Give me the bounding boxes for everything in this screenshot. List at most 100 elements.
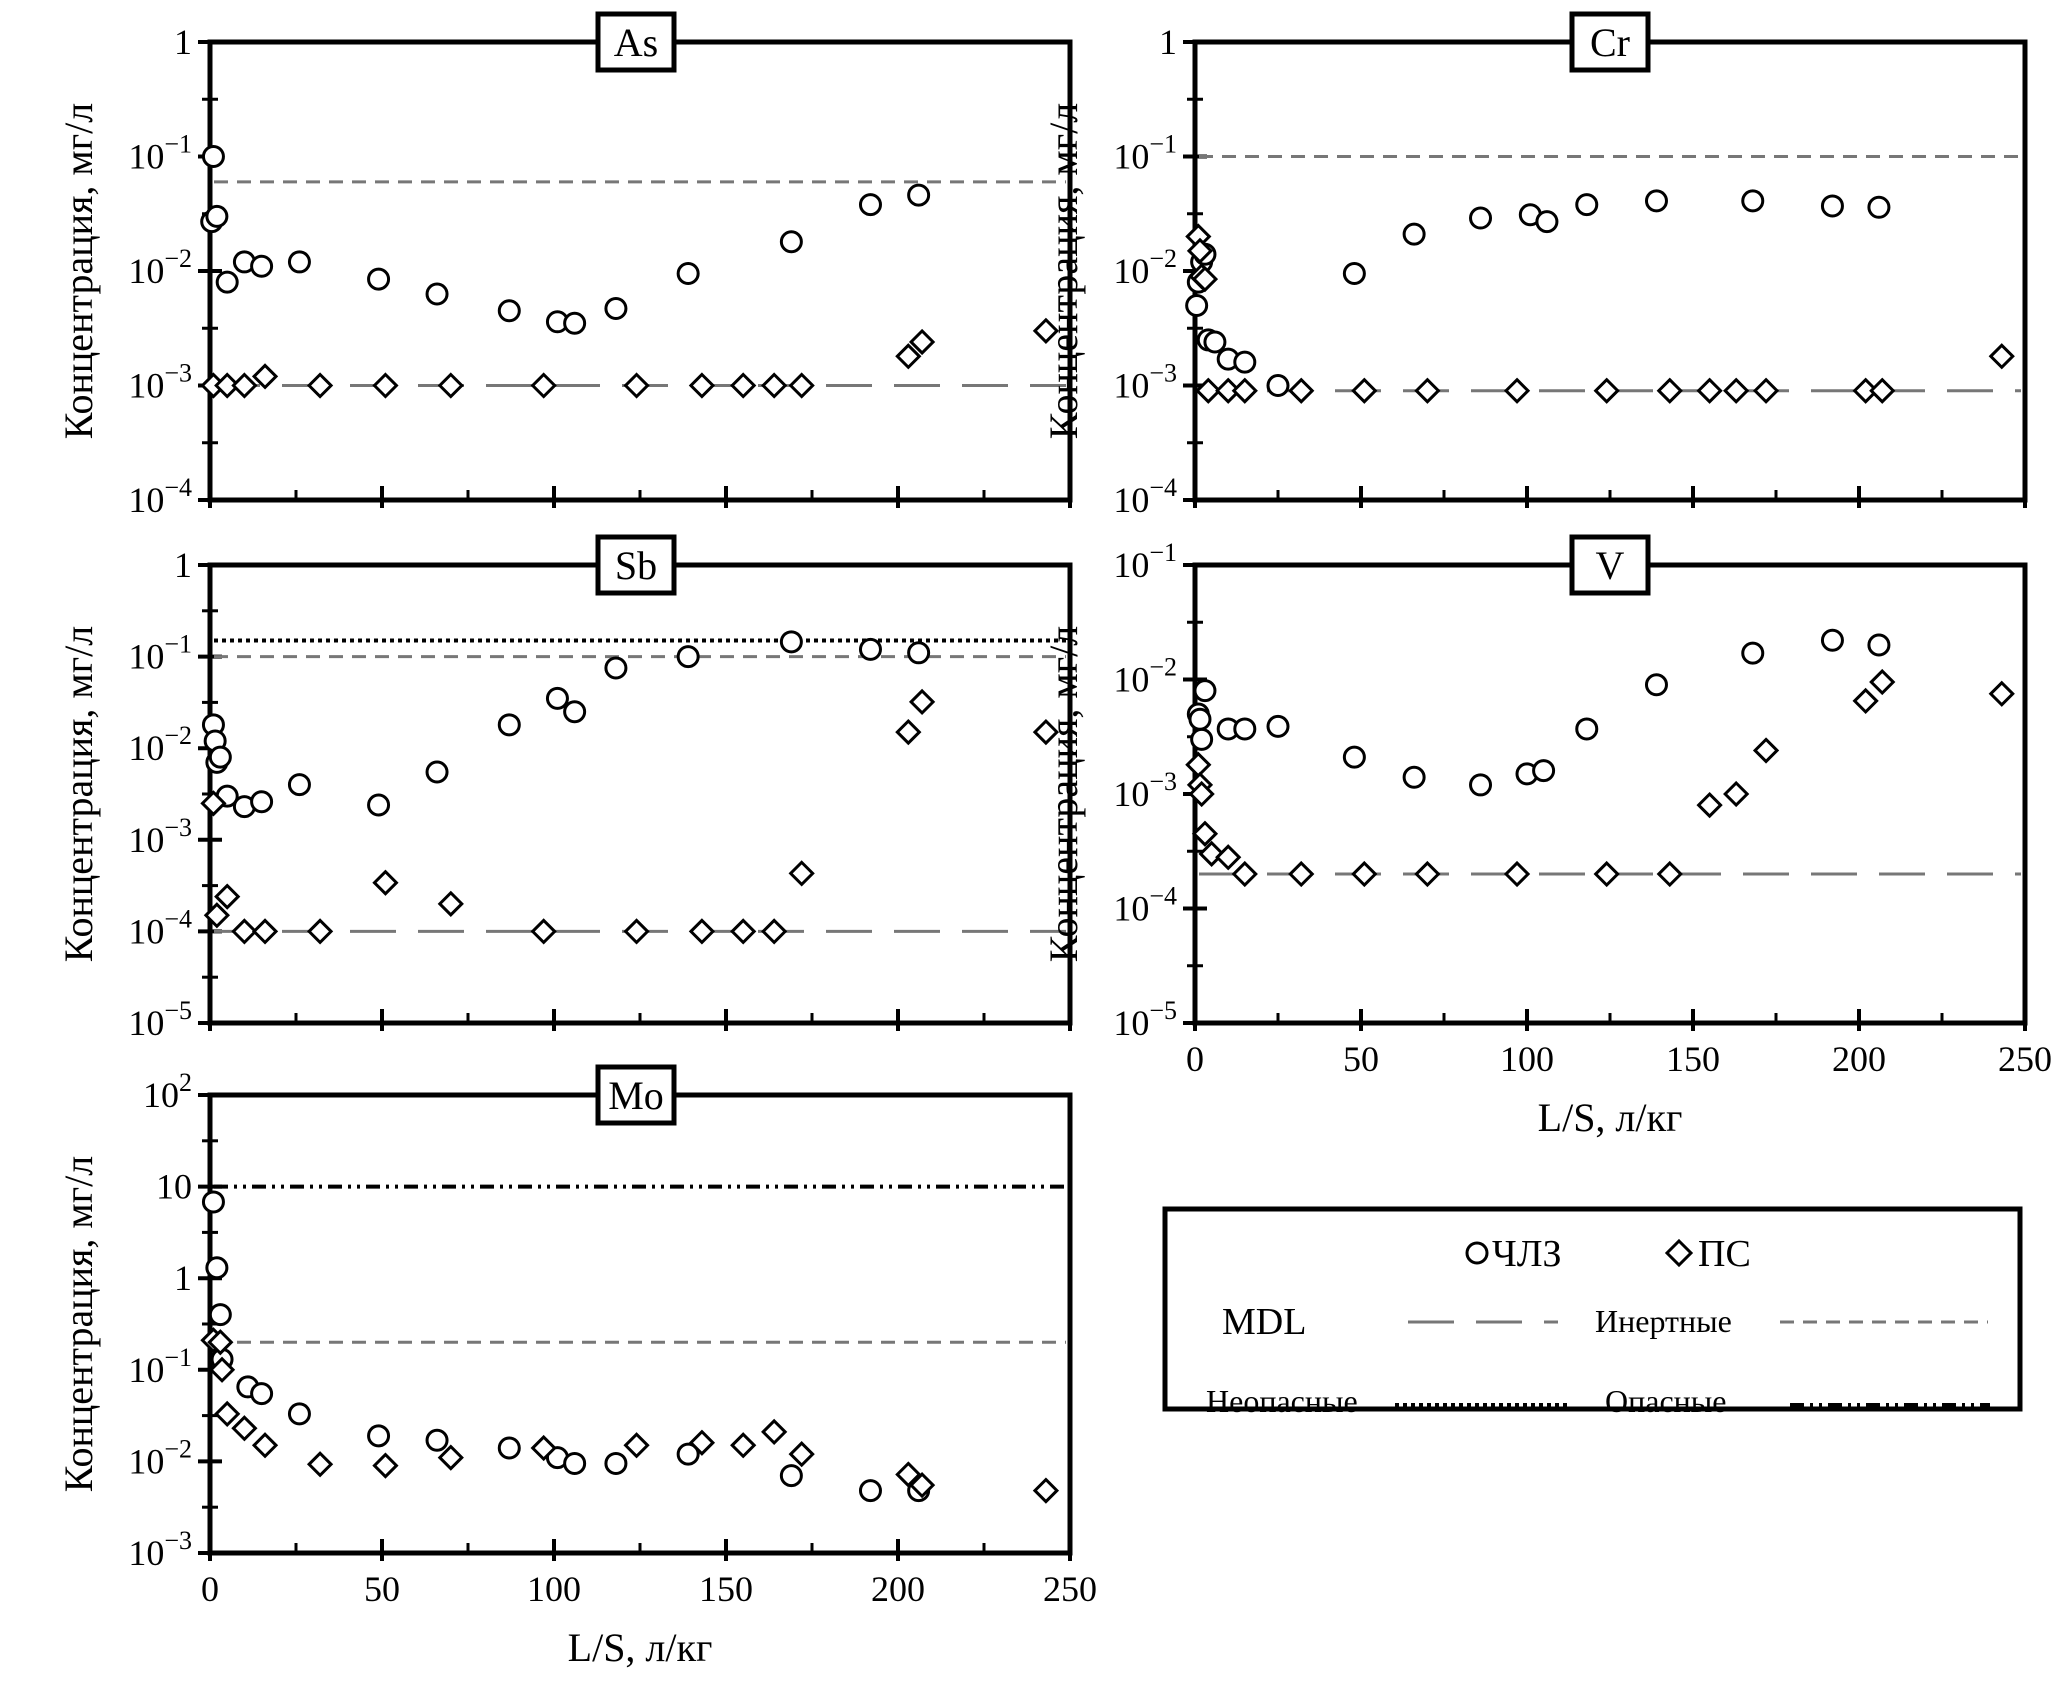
- x-axis-title: L/S, л/кг: [568, 1625, 713, 1670]
- series-diamond: [200, 688, 1060, 945]
- data-point-circle: [215, 270, 239, 294]
- data-point-circle: [208, 745, 232, 769]
- y-tick-label: 10−5: [128, 996, 192, 1043]
- data-point-circle: [563, 311, 587, 335]
- data-point-circle: [676, 262, 700, 286]
- panel-title-box: [595, 11, 677, 73]
- y-tick-label: 10−1: [1113, 130, 1177, 177]
- data-point-diamond: [788, 1441, 815, 1468]
- legend-hazard-label: Опасные: [1605, 1383, 1726, 1419]
- data-point-circle: [1402, 222, 1426, 246]
- legend: ЧЛЗ ПС MDL Инертные Неопасные Опасные: [1162, 1206, 2023, 1419]
- data-point-circle: [250, 254, 274, 278]
- data-point-circle: [1233, 350, 1257, 374]
- data-point-circle: [1469, 773, 1493, 797]
- data-point-diamond: [1852, 687, 1879, 715]
- data-point-diamond: [788, 372, 815, 399]
- data-point-circle: [425, 282, 449, 306]
- data-point-circle: [1575, 717, 1599, 741]
- data-point-diamond: [372, 869, 399, 896]
- data-point-diamond: [1988, 680, 2015, 707]
- data-point-diamond: [1593, 377, 1620, 404]
- data-point-diamond: [1988, 343, 2015, 370]
- x-tick-label: 200: [871, 1569, 925, 1609]
- x-tick-label: 150: [1666, 1039, 1720, 1079]
- series-circle: [200, 145, 931, 335]
- data-point-diamond: [437, 890, 464, 917]
- panel-as: 1 10−1 10−2 10−3 10−4 As Концентрация, мг/л: [56, 11, 1073, 520]
- data-point-diamond: [1696, 377, 1723, 404]
- data-point-circle: [497, 713, 521, 737]
- data-point-diamond: [207, 1329, 234, 1356]
- data-point-circle: [205, 204, 229, 228]
- data-point-diamond: [1288, 860, 1315, 888]
- data-point-diamond: [1503, 377, 1531, 404]
- data-point-circle: [287, 250, 311, 274]
- data-point-diamond: [1032, 1477, 1060, 1504]
- y-axis-title: Концентрация, мг/л: [56, 103, 101, 439]
- series-circle: [201, 630, 931, 819]
- y-tick-label: 10−3: [128, 813, 192, 860]
- data-point-circle: [1535, 210, 1559, 234]
- data-point-diamond: [1191, 265, 1219, 293]
- data-point-diamond: [214, 883, 241, 910]
- data-point-diamond: [231, 372, 258, 399]
- data-point-diamond: [251, 1432, 279, 1459]
- data-point-circle: [563, 1451, 587, 1475]
- x-tick-label: 250: [1043, 1569, 1097, 1609]
- data-point-diamond: [730, 1432, 757, 1459]
- data-point-circle: [1193, 679, 1217, 703]
- data-point-diamond: [530, 1434, 557, 1462]
- series-diamond: [200, 1327, 1060, 1504]
- data-point-diamond: [372, 1452, 399, 1479]
- data-point-circle: [1469, 206, 1493, 230]
- series-diamond: [1185, 223, 2015, 404]
- data-point-diamond: [1185, 751, 1212, 778]
- data-point-circle: [250, 790, 274, 814]
- data-point-diamond: [623, 918, 650, 945]
- data-point-circle: [201, 145, 225, 168]
- data-point-circle: [201, 1190, 225, 1214]
- y-axis-title: Концентрация, мг/л: [56, 626, 101, 962]
- panel-sb: 1 10−1 10−2 10−3 10−4 10−5 Sb Концентрация, мг/…: [56, 534, 1073, 1043]
- series-circle: [201, 1190, 931, 1503]
- data-point-diamond: [372, 372, 399, 399]
- data-point-circle: [287, 773, 311, 797]
- data-point-circle: [497, 299, 521, 323]
- y-axis-title: Концентрация, мг/л: [1041, 103, 1086, 439]
- data-point-circle: [563, 700, 587, 724]
- panel-title: Mo: [608, 1073, 664, 1118]
- data-point-diamond: [908, 328, 936, 356]
- data-point-circle: [858, 637, 882, 661]
- data-point-diamond: [730, 918, 757, 945]
- data-point-circle: [367, 267, 391, 291]
- panel-title-box: [595, 534, 677, 596]
- y-tick-label: 10−3: [128, 1526, 192, 1573]
- data-point-diamond: [306, 1451, 334, 1478]
- data-point-circle: [1266, 374, 1290, 397]
- data-point-circle: [907, 183, 931, 207]
- data-point-circle: [208, 1303, 232, 1327]
- y-tick-label: 1: [174, 1258, 192, 1298]
- y-tick-label: 10−2: [128, 244, 192, 291]
- data-point-diamond: [251, 363, 279, 390]
- y-tick-label: 10−2: [128, 1434, 192, 1481]
- data-point-diamond: [1593, 860, 1620, 888]
- data-point-diamond: [306, 372, 334, 399]
- x-tick-label: 50: [1343, 1039, 1379, 1079]
- data-point-diamond: [1186, 237, 1214, 264]
- y-tick-label: 1: [174, 22, 192, 62]
- data-point-diamond: [1656, 377, 1683, 404]
- data-point-diamond: [788, 860, 815, 887]
- legend-mdl-label: MDL: [1222, 1301, 1306, 1343]
- y-tick-label: 10−1: [1113, 538, 1177, 585]
- data-point-circle: [779, 1464, 803, 1488]
- data-point-diamond: [1723, 377, 1750, 404]
- data-point-diamond: [208, 1356, 236, 1383]
- data-point-circle: [367, 1424, 391, 1448]
- y-tick-label: 10−3: [1113, 359, 1177, 406]
- data-point-diamond: [1032, 718, 1060, 746]
- x-tick-label: 150: [699, 1569, 753, 1609]
- series-circle: [1185, 189, 1891, 397]
